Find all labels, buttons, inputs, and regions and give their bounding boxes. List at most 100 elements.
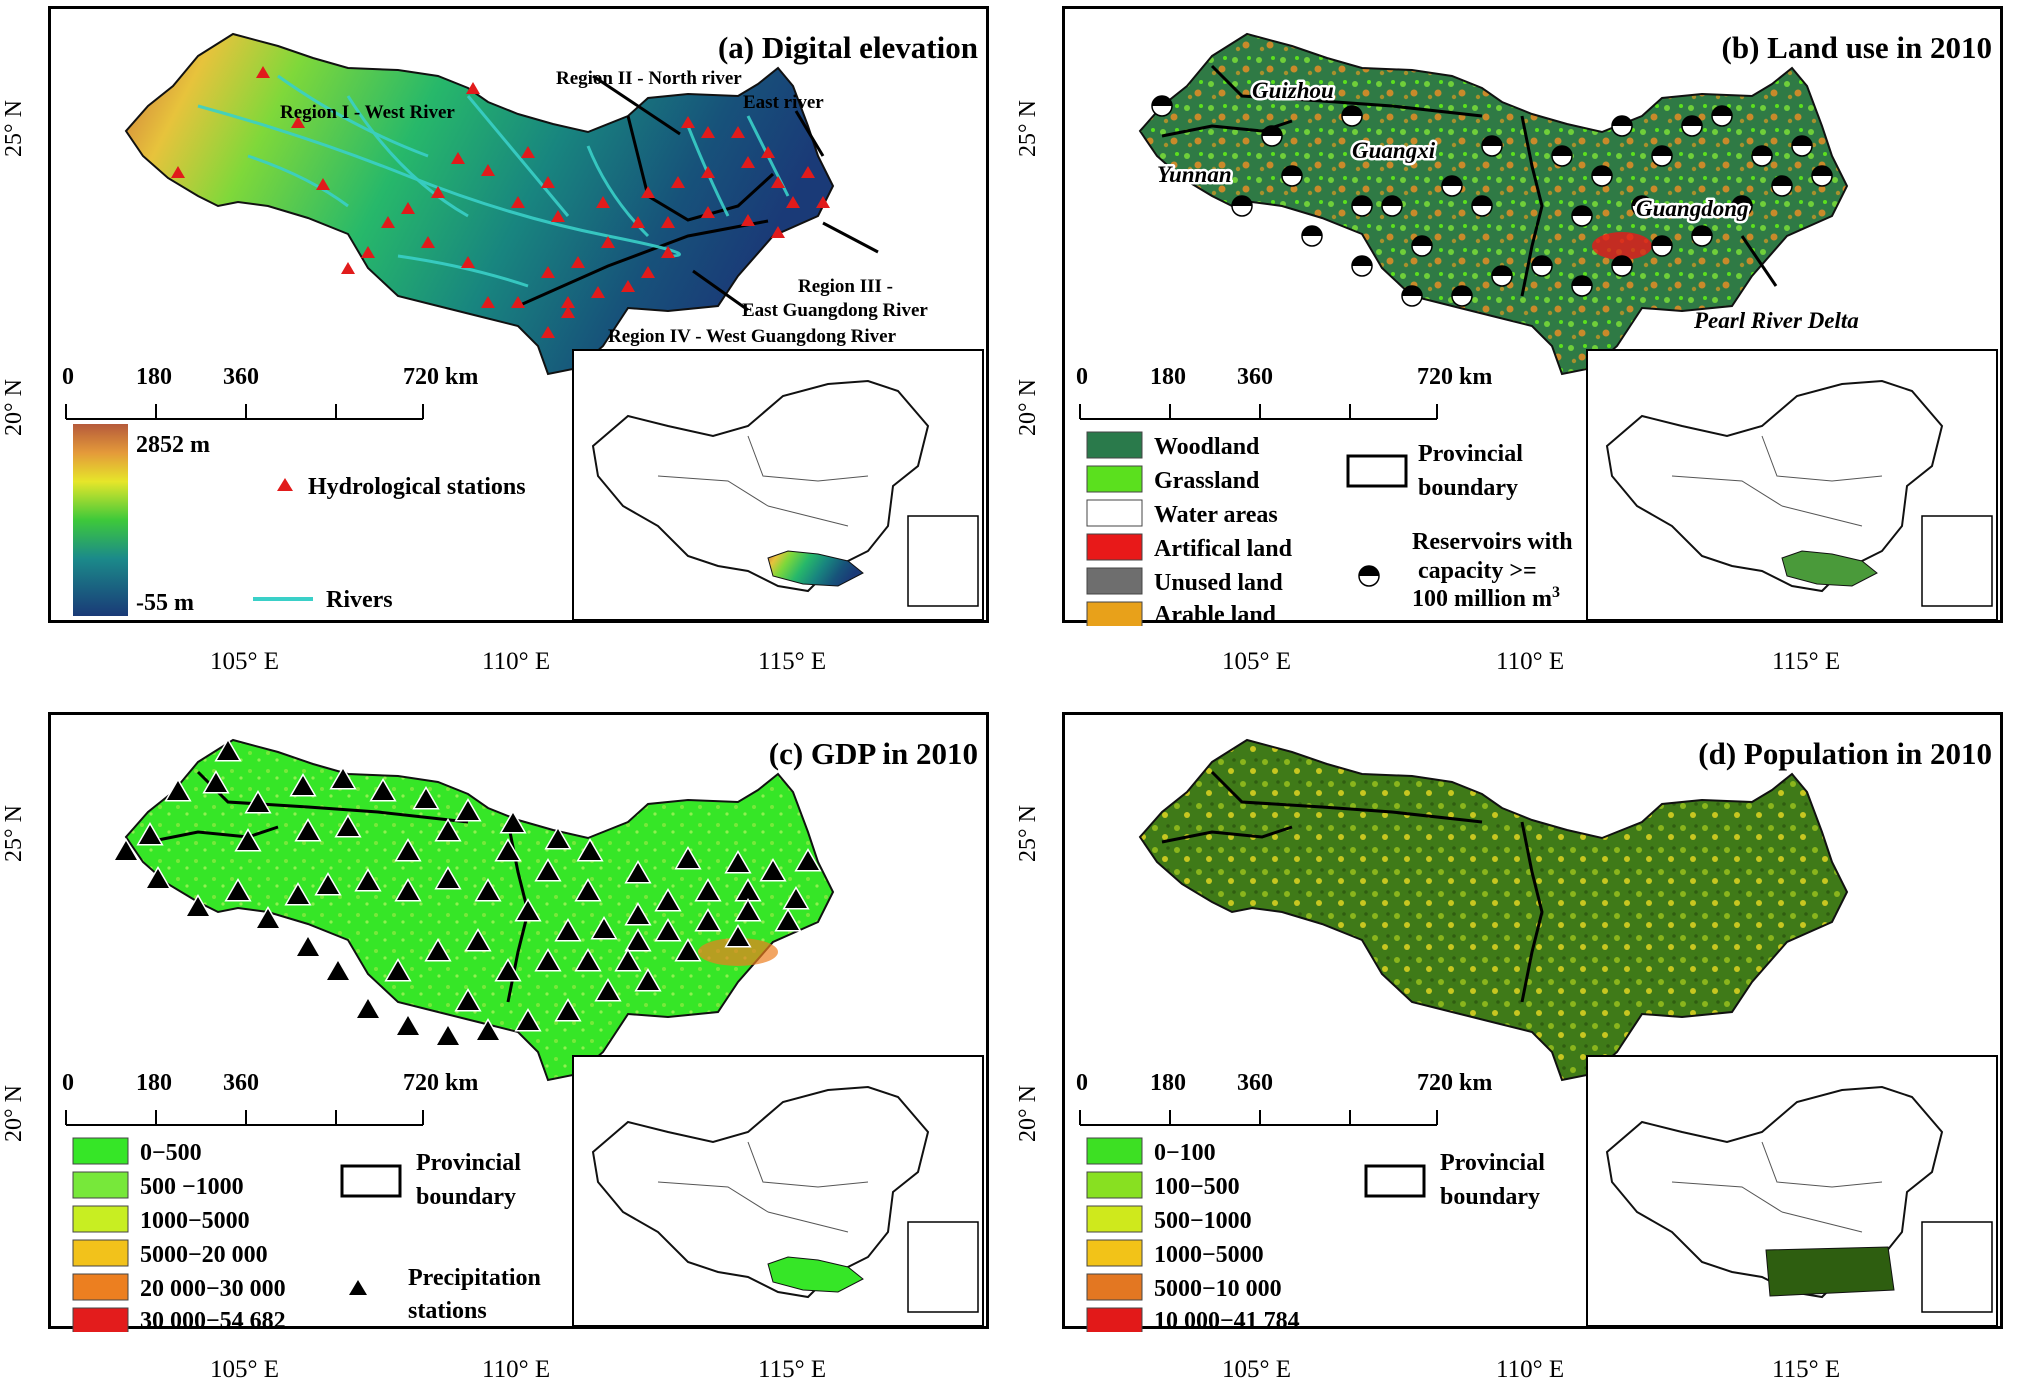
- svg-text:1000−5000: 1000−5000: [140, 1208, 250, 1234]
- svg-text:100 million m3: 100 million m3: [1412, 584, 1560, 612]
- precip-station-marker: [434, 1023, 462, 1047]
- reservoir-marker: [1231, 195, 1253, 217]
- svg-text:720 km: 720 km: [403, 364, 478, 390]
- province-label: Guangxi: [1352, 138, 1436, 163]
- inset-map: [1586, 349, 1998, 621]
- hydro-stations: [171, 66, 830, 338]
- panel-frame: [48, 712, 989, 1329]
- precip-station-marker: [454, 988, 482, 1012]
- reservoir-marker: [1481, 135, 1503, 157]
- svg-text:Provincial: Provincial: [1440, 1150, 1545, 1176]
- svg-text:boundary: boundary: [416, 1184, 516, 1210]
- svg-text:Rivers: Rivers: [326, 587, 393, 613]
- precip-station-marker: [494, 958, 522, 982]
- precip-station-marker: [224, 878, 252, 902]
- precip-station-marker: [734, 898, 762, 922]
- precip-station-marker: [694, 878, 722, 902]
- reservoir-marker: [1531, 255, 1553, 277]
- panel-title: (b) Land use in 2010: [1722, 30, 1992, 65]
- svg-text:Provincial: Provincial: [416, 1150, 521, 1176]
- precip-station-marker: [674, 938, 702, 962]
- boundary-legend-icon: [340, 1164, 402, 1198]
- precip-station-marker: [724, 850, 752, 874]
- reservoir-marker: [1681, 115, 1703, 137]
- reservoir-marker: [1771, 175, 1793, 197]
- reservoir-marker: [1351, 195, 1373, 217]
- precip-station-marker: [454, 798, 482, 822]
- precip-station-marker: [136, 822, 164, 846]
- svg-text:-55 m: -55 m: [136, 590, 194, 616]
- panel-population: (d) Population in 2010 0 180 360 720 km …: [1062, 712, 2014, 1332]
- precip-station-marker: [514, 898, 542, 922]
- svg-text:0: 0: [1076, 1070, 1088, 1096]
- precip-station-marker: [254, 906, 282, 930]
- precip-station-marker: [144, 866, 172, 890]
- reservoir-marker: [1711, 105, 1733, 127]
- precip-station-marker: [534, 858, 562, 882]
- reservoir-marker: [1381, 195, 1403, 217]
- precip-station-marker: [394, 838, 422, 862]
- precip-station-marker: [499, 810, 527, 834]
- reservoir-marker: [1631, 195, 1653, 217]
- svg-text:500 −1000: 500 −1000: [140, 1174, 244, 1200]
- svg-text:stations: stations: [408, 1298, 487, 1324]
- scale-bar: 0 180 360 720 km: [1076, 364, 1492, 420]
- reservoir-marker: [1281, 165, 1303, 187]
- svg-text:0: 0: [62, 364, 74, 390]
- basin-shape: [1138, 32, 1849, 376]
- landuse-legend: Woodland Grassland Water areas Artifical…: [1086, 431, 1293, 626]
- reservoir-marker: [1691, 225, 1713, 247]
- reservoir-marker: [1441, 175, 1463, 197]
- svg-text:5000−20 000: 5000−20 000: [140, 1242, 268, 1268]
- svg-text:Woodland: Woodland: [1154, 434, 1260, 460]
- svg-text:5000−10 000: 5000−10 000: [1154, 1276, 1282, 1302]
- reservoir-marker: [1351, 255, 1373, 277]
- precip-station-marker: [674, 846, 702, 870]
- panel-frame: [1062, 712, 2003, 1329]
- basin-shape: [124, 738, 835, 1082]
- reservoir-marker: [1811, 165, 1833, 187]
- province-label: Guangdong: [1636, 196, 1748, 221]
- precip-station-marker: [369, 778, 397, 802]
- reservoir-marker: [1401, 285, 1423, 307]
- svg-text:Guangxi: Guangxi: [1352, 138, 1436, 163]
- region-label: Region III -: [798, 276, 893, 297]
- precip-station-marker: [329, 766, 357, 790]
- svg-text:0: 0: [1076, 364, 1088, 390]
- reservoir-marker: [1651, 145, 1673, 167]
- inset-map: [572, 349, 984, 621]
- reservoir-marker: [1151, 95, 1173, 117]
- precip-station-marker: [112, 838, 140, 862]
- precip-station-marker: [244, 790, 272, 814]
- scale-bar: 0 180 360 720 km: [1076, 1070, 1492, 1126]
- reservoir-points: [1151, 95, 1833, 307]
- precip-station-marker: [284, 882, 312, 906]
- reservoir-marker: [1571, 275, 1593, 297]
- river-label: East river: [743, 92, 824, 113]
- precip-station-marker: [394, 1013, 422, 1037]
- precip-station-marker: [694, 908, 722, 932]
- reservoir-marker: [1651, 235, 1673, 257]
- basin-shape: [1138, 738, 1849, 1082]
- svg-text:Hydrological stations: Hydrological stations: [308, 474, 526, 500]
- precip-station-marker: [624, 928, 652, 952]
- precip-station-marker: [424, 938, 452, 962]
- reservoir-marker: [1731, 195, 1753, 217]
- gdp-legend: 0−500 500 −1000 1000−5000 5000−20 000 20…: [72, 1137, 286, 1332]
- inset-map: [1586, 1055, 1998, 1327]
- boundary-legend-icon: [1346, 454, 1408, 488]
- precip-station-marker: [334, 814, 362, 838]
- reservoir-marker: [1571, 205, 1593, 227]
- precip-station-marker: [202, 770, 230, 794]
- reservoir-marker: [1301, 225, 1323, 247]
- delta-label: Pearl River Delta: [1693, 308, 1859, 333]
- precip-station-marker: [464, 928, 492, 952]
- svg-text:Unused land: Unused land: [1154, 570, 1283, 596]
- precip-station-marker: [782, 886, 810, 910]
- svg-text:20 000−30 000: 20 000−30 000: [140, 1276, 286, 1302]
- precip-station-marker: [576, 838, 604, 862]
- province-label: Yunnan: [1157, 162, 1232, 187]
- reservoir-legend-icon: [1358, 565, 1380, 587]
- precip-station-marker: [574, 878, 602, 902]
- svg-text:2852 m: 2852 m: [136, 432, 210, 458]
